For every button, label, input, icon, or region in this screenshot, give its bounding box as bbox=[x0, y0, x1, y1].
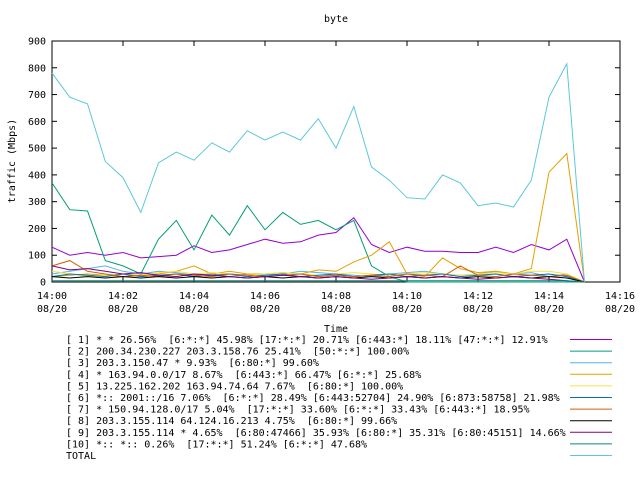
y-tick-label: 0 bbox=[40, 278, 46, 289]
y-tick-label: 200 bbox=[28, 224, 46, 235]
x-ticks: 14:00 08/20 14:02 08/20 14:04 08/20 14:06 08/20… bbox=[37, 41, 635, 315]
series-line-6 bbox=[51, 273, 585, 283]
x-tick-date-label: 08/20 bbox=[605, 304, 635, 315]
series-line-3 bbox=[51, 265, 585, 283]
series-line-11 bbox=[51, 62, 585, 283]
chart-title: byte bbox=[324, 14, 348, 25]
series-line-1 bbox=[51, 216, 585, 283]
y-tick-label: 300 bbox=[28, 197, 46, 208]
x-tick-date-label: 08/20 bbox=[37, 304, 67, 315]
x-tick-time-label: 14:06 bbox=[250, 291, 280, 302]
legend: [ 1] * * 26.56% [6:*:*] 45.98% [17:*:*] … bbox=[66, 335, 612, 462]
x-tick-time-label: 14:00 bbox=[37, 291, 67, 302]
x-tick-time-label: 14:14 bbox=[534, 291, 564, 302]
x-tick-time-label: 14:08 bbox=[321, 291, 351, 302]
legend-label-6: [ 6] *:: 2001::/16 7.06% [6:*:*] 28.49% … bbox=[66, 393, 560, 404]
y-tick-label: 900 bbox=[28, 37, 46, 48]
y-ticks: 0 100 200 300 400 500 600 700 800 900 bbox=[28, 37, 620, 289]
x-tick-date-label: 08/20 bbox=[534, 304, 564, 315]
legend-label-8: [ 8] 203.3.155.114 64.124.16.213 4.75% [… bbox=[66, 416, 397, 427]
legend-label-7: [ 7] * 150.94.128.0/17 5.04% [17:*:*] 33… bbox=[66, 405, 530, 416]
y-tick-label: 100 bbox=[28, 251, 46, 262]
y-tick-label: 500 bbox=[28, 144, 46, 155]
x-tick-date-label: 08/20 bbox=[179, 304, 209, 315]
legend-label-4: [ 4] * 163.94.0.0/17 8.67% [6:443:*] 66.… bbox=[66, 370, 421, 381]
y-tick-label: 800 bbox=[28, 63, 46, 74]
x-tick-date-label: 08/20 bbox=[108, 304, 138, 315]
series-line-2 bbox=[51, 182, 585, 283]
series-line-9 bbox=[51, 265, 585, 283]
y-tick-label: 600 bbox=[28, 117, 46, 128]
legend-label-3: [ 3] 203.3.150.47 * 9.93% [6:80:*] 99.60… bbox=[66, 358, 319, 369]
legend-label-5: [ 5] 13.225.162.202 163.94.74.64 7.67% [… bbox=[66, 381, 403, 392]
x-tick-time-label: 14:16 bbox=[605, 291, 635, 302]
legend-label-2: [ 2] 200.34.230.227 203.3.158.76 25.41% … bbox=[66, 347, 409, 358]
legend-label-9: [ 9] 203.3.155.114 * 4.65% [6:80:47466] … bbox=[66, 428, 566, 439]
legend-label-10: [10] *:: *:: 0.26% [17:*:*] 51.24% [6:*:… bbox=[66, 439, 367, 450]
legend-label-11: TOTAL bbox=[66, 451, 96, 462]
x-tick-time-label: 14:10 bbox=[392, 291, 422, 302]
x-tick-date-label: 08/20 bbox=[321, 304, 351, 315]
x-tick-time-label: 14:02 bbox=[108, 291, 138, 302]
x-axis-label: Time bbox=[324, 324, 348, 335]
series-line-10 bbox=[52, 280, 585, 283]
y-tick-label: 400 bbox=[28, 170, 46, 181]
series-lines bbox=[51, 62, 585, 283]
y-tick-label: 700 bbox=[28, 90, 46, 101]
x-tick-date-label: 08/20 bbox=[463, 304, 493, 315]
x-tick-date-label: 08/20 bbox=[250, 304, 280, 315]
x-tick-time-label: 14:12 bbox=[463, 291, 493, 302]
legend-label-1: [ 1] * * 26.56% [6:*:*] 45.98% [17:*:*] … bbox=[66, 335, 548, 346]
series-line-7 bbox=[51, 260, 585, 283]
series-line-4 bbox=[51, 152, 585, 283]
x-tick-time-label: 14:04 bbox=[179, 291, 209, 302]
x-tick-date-label: 08/20 bbox=[392, 304, 422, 315]
y-axis-label: traffic (Mbps) bbox=[7, 119, 18, 203]
